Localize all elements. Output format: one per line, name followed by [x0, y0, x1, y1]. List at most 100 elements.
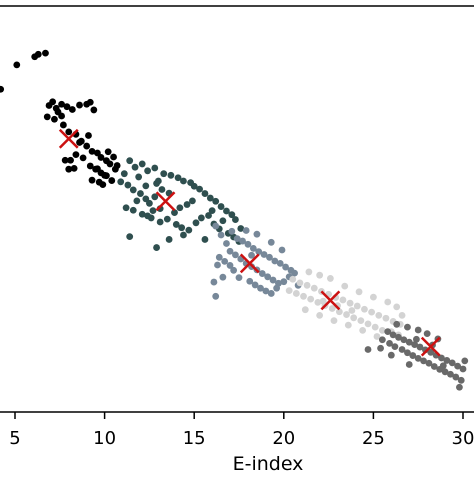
scatter-point-cluster-5 [409, 352, 417, 359]
scatter-point-cluster-1 [61, 156, 69, 164]
scatter-point-cluster-2 [178, 224, 186, 232]
scatter-point-cluster-2 [172, 221, 180, 228]
scatter-point-cluster-2 [138, 210, 146, 218]
scatter-point-cluster-1 [79, 154, 87, 162]
scatter-point-cluster-3 [266, 253, 273, 261]
centroid-x-marker [155, 191, 176, 212]
scatter-point-cluster-5 [387, 351, 395, 359]
scatter-point-cluster-2 [120, 170, 128, 178]
scatter-point-cluster-4 [398, 311, 406, 319]
scatter-point-cluster-1 [102, 172, 110, 180]
scatter-point-cluster-4 [350, 314, 358, 322]
scatter-point-cluster-3 [260, 251, 268, 258]
scatter-point-cluster-5 [425, 359, 433, 367]
scatter-point-cluster-3 [255, 248, 263, 256]
scatter-point-cluster-3 [210, 278, 218, 286]
scatter-point-cluster-2 [201, 190, 209, 197]
scatter-point-cluster-5 [420, 357, 427, 365]
scatter-point-cluster-2 [142, 182, 150, 190]
scatter-point-cluster-1 [68, 106, 76, 113]
scatter-point-cluster-5 [452, 373, 460, 381]
scatter-point-cluster-2 [154, 177, 162, 185]
scatter-point-cluster-5 [457, 376, 465, 384]
scatter-point-cluster-5 [386, 339, 393, 347]
scatter-point-cluster-2 [138, 160, 146, 168]
scatter-point-cluster-3 [219, 273, 227, 281]
scatter-point-cluster-2 [174, 174, 182, 182]
scatter-point-cluster-2 [217, 203, 225, 210]
centroid-x-marker [58, 128, 79, 149]
scatter-point-cluster-4 [326, 275, 334, 282]
scatter-point-cluster-4 [343, 311, 350, 318]
scatter-point-cluster-2 [180, 231, 187, 239]
scatter-point-cluster-4 [301, 306, 309, 314]
scatter-point-cluster-3 [242, 227, 250, 234]
scatter-point-cluster-5 [384, 328, 392, 336]
scatter-point-cluster-4 [316, 311, 324, 319]
scatter-point-cluster-2 [167, 171, 175, 179]
scatter-point-cluster-5 [461, 357, 469, 365]
scatter-point-cluster-4 [348, 307, 356, 314]
scatter-point-cluster-2 [176, 204, 184, 212]
scatter-point-cluster-1 [104, 148, 112, 156]
scatter-point-cluster-4 [355, 288, 363, 296]
scatter-point-cluster-2 [126, 157, 134, 165]
scatter-point-cluster-2 [163, 215, 171, 223]
scatter-point-cluster-5 [456, 383, 463, 391]
scatter-point-cluster-2 [212, 197, 220, 205]
scatter-point-cluster-3 [214, 261, 221, 269]
scatter-point-cluster-1 [51, 115, 58, 123]
x-tick-label: 15 [183, 428, 206, 449]
scatter-point-cluster-3 [212, 292, 220, 300]
scatter-point-cluster-2 [165, 236, 173, 243]
scatter-point-cluster-4 [316, 271, 324, 279]
scatter-point-cluster-2 [196, 185, 203, 193]
scatter-point-cluster-2 [151, 193, 159, 201]
scatter-point-cluster-1 [76, 101, 83, 109]
scatter-point-cluster-1 [65, 165, 73, 173]
scatter-point-cluster-2 [180, 177, 187, 185]
scatter-point-cluster-1 [111, 165, 119, 173]
scatter-point-cluster-2 [131, 163, 139, 171]
scatter-point-cluster-5 [423, 330, 431, 338]
scatter-point-cluster-5 [443, 357, 451, 364]
scatter-point-cluster-1 [43, 113, 51, 121]
scatter-point-cluster-4 [353, 302, 361, 310]
centroid-x-stroke [58, 128, 79, 149]
scatter-point-cluster-2 [228, 211, 236, 219]
scatter-point-cluster-4 [330, 317, 338, 325]
scatter-point-cluster-1 [76, 139, 83, 146]
scatter-point-cluster-4 [303, 281, 311, 289]
scatter-point-cluster-4 [371, 323, 379, 331]
x-axis-label: E-index [233, 453, 304, 474]
scatter-point-cluster-3 [212, 222, 220, 230]
scatter-point-cluster-3 [271, 257, 279, 265]
scatter-point-cluster-2 [146, 199, 153, 207]
scatter-point-cluster-1 [31, 53, 39, 61]
scatter-point-cluster-3 [258, 270, 266, 277]
scatter-point-cluster-2 [219, 217, 227, 225]
scatter-point-cluster-2 [137, 190, 144, 197]
scatter-point-cluster-3 [257, 284, 264, 292]
x-tick-label: 10 [93, 428, 116, 449]
scatter-point-cluster-2 [151, 164, 159, 172]
scatter-point-cluster-1 [86, 162, 94, 170]
scatter-point-cluster-5 [400, 336, 408, 344]
scatter-point-cluster-3 [235, 274, 243, 282]
scatter-point-cluster-2 [206, 194, 214, 202]
centroid-x-stroke [155, 191, 176, 212]
scatter-point-cluster-2 [122, 204, 130, 212]
scatter-point-cluster-5 [405, 338, 413, 346]
scatter-point-cluster-1 [67, 156, 74, 164]
scatter-point-cluster-3 [228, 227, 236, 235]
scatter-point-cluster-3 [251, 281, 259, 289]
scatter-point-cluster-4 [341, 282, 349, 290]
scatter-point-cluster-4 [373, 333, 381, 340]
scatter-point-cluster-5 [413, 335, 420, 343]
x-ticks-group: 5 10 15 20 25 30 [9, 412, 474, 449]
scatter-point-cluster-5 [393, 320, 401, 328]
scatter-point-cluster-2 [171, 209, 178, 217]
x-tick-label: 20 [272, 428, 295, 449]
scatter-point-cluster-3 [267, 290, 275, 297]
scatter-point-cluster-4 [378, 326, 386, 334]
